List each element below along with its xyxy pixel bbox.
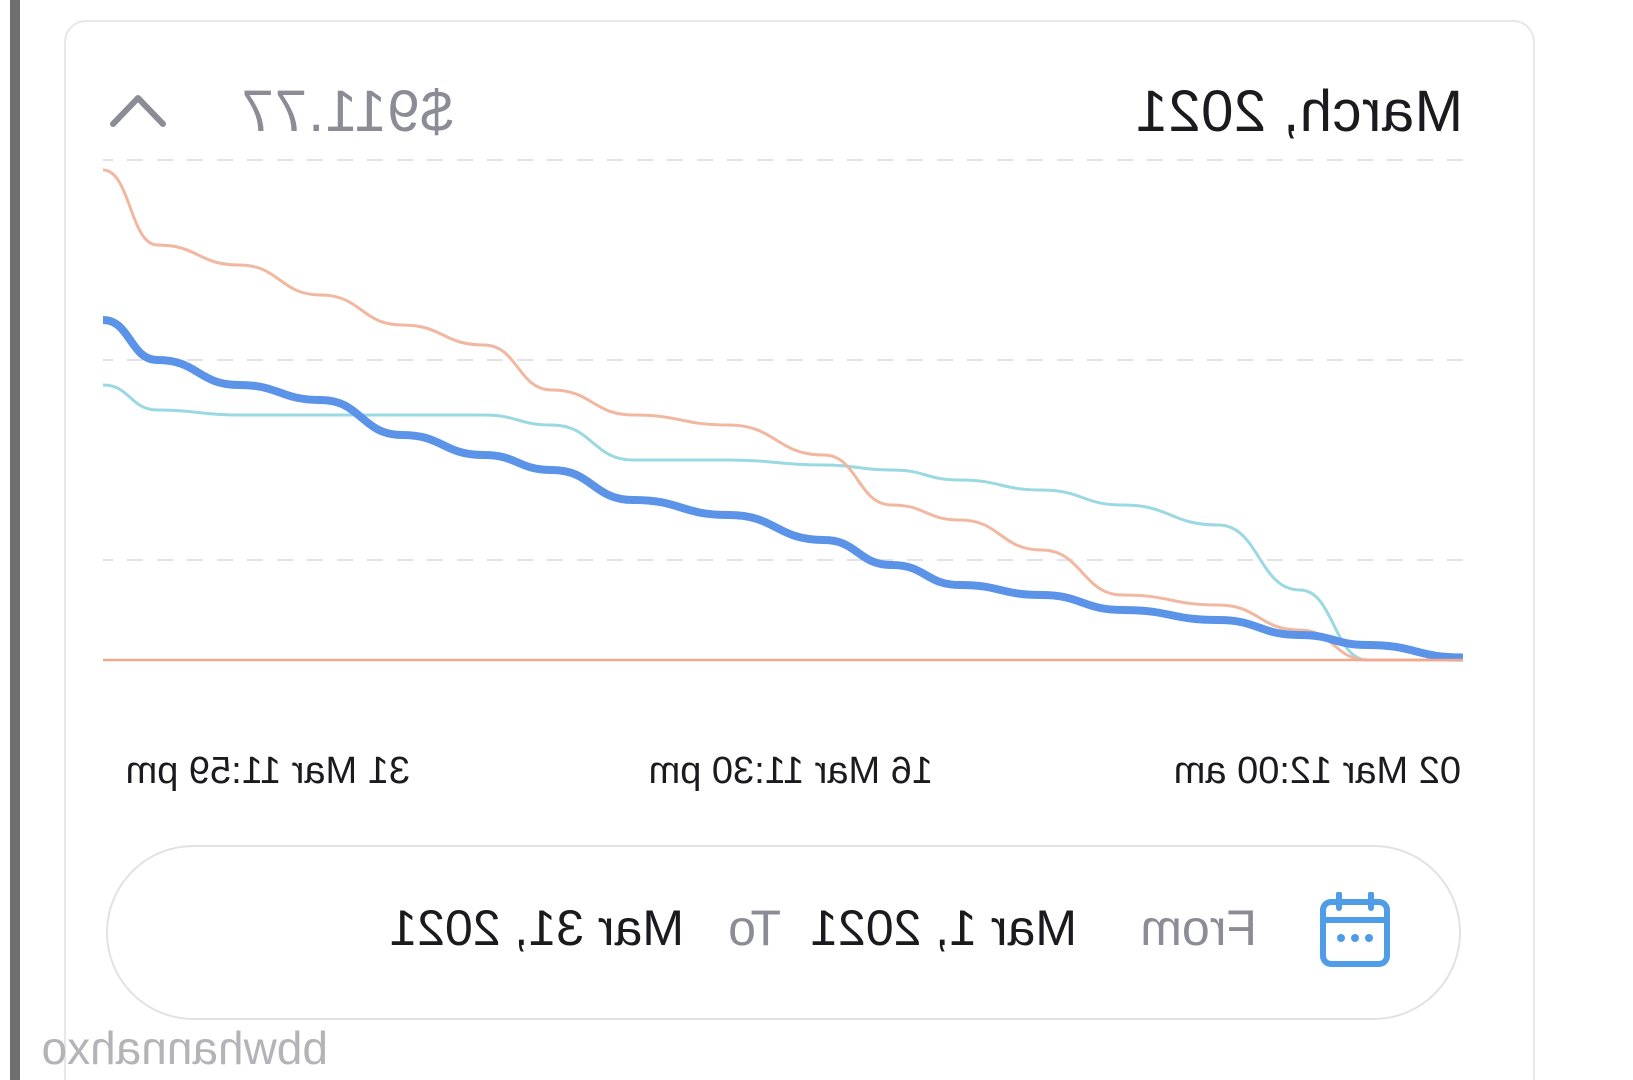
watermark: bbwhannahxo	[41, 1022, 328, 1074]
chart-grid	[103, 159, 1463, 561]
date-range-selector[interactable]: From Mar 1, 2021 To Mar 31, 2021	[106, 845, 1461, 1020]
month-title: March, 2021	[1135, 79, 1463, 144]
chevron-up-icon[interactable]	[103, 80, 173, 140]
calendar-icon[interactable]	[1319, 892, 1391, 968]
chart-series	[103, 168, 1463, 662]
start-date[interactable]: Mar 1, 2021	[810, 900, 1077, 956]
x-tick-label: 31 Mar 11:59 pm	[125, 750, 410, 792]
spending-line-chart	[103, 159, 1463, 662]
from-label: From	[1140, 900, 1257, 956]
window-edge	[10, 0, 20, 1080]
total-amount: $911.77	[240, 79, 453, 144]
series-line-1	[103, 316, 1463, 662]
end-date[interactable]: Mar 31, 2021	[389, 900, 684, 956]
x-tick-label: 02 Mar 12:00 am	[1173, 750, 1461, 792]
x-tick-label: 16 Mar 11:30 pm	[648, 750, 933, 792]
series-line-3	[103, 383, 1463, 662]
series-line-2	[103, 168, 1463, 662]
to-label: To	[728, 900, 781, 956]
